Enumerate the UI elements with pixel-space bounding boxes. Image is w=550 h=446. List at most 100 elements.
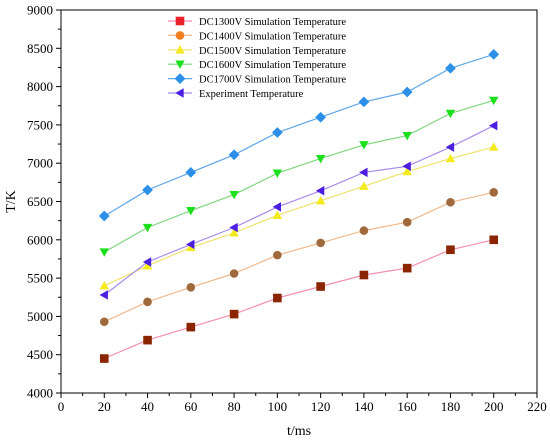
legend-label-2: DC1500V Simulation Temperature [199,46,346,57]
data-point-2-1 [142,261,153,270]
y-tick-label-2: 5000 [27,309,53,324]
data-point-4-0 [98,210,110,222]
legend-label-0: DC1300V Simulation Temperature [199,17,346,28]
data-point-3-3 [229,190,239,200]
y-axis-title: T/K [4,190,19,213]
data-point-4-7 [401,86,413,98]
x-tick-label-2: 40 [141,399,154,414]
data-point-2-8 [445,153,456,163]
data-point-0-9 [489,235,499,245]
y-tick-label-5: 6500 [27,194,53,209]
y-tick-label-10: 9000 [27,3,53,18]
data-point-3-4 [272,169,283,178]
y-tick-label-0: 4000 [27,386,53,401]
data-point-2-9 [488,142,499,151]
data-point-3-5 [315,154,326,164]
y-tick-label-8: 8000 [27,79,53,94]
data-point-4-3 [228,149,240,161]
data-point-0-5 [316,282,325,291]
data-point-0-2 [186,322,196,332]
x-tick-label-7: 140 [354,399,374,414]
data-point-5-7 [402,161,411,171]
data-point-2-6 [359,181,369,190]
data-point-1-8 [446,197,455,207]
x-tick-label-4: 80 [228,399,241,414]
legend: DC1300V Simulation Temperature DC1400V Si… [168,16,346,100]
y-tick-label-7: 7500 [27,117,53,132]
y-tick-label-1: 4500 [27,347,53,362]
data-point-1-9 [489,188,499,197]
data-point-0-1 [143,335,152,345]
data-point-1-2 [186,282,196,292]
data-point-1-6 [359,226,369,235]
y-tick-label-4: 6000 [27,232,53,247]
data-point-3-7 [402,131,412,141]
data-point-3-6 [359,141,369,150]
data-point-1-5 [316,238,325,248]
legend-marker-4 [174,73,186,84]
data-point-3-0 [99,248,110,257]
data-point-5-1 [142,257,152,267]
data-point-0-3 [229,309,239,319]
x-tick-label-10: 200 [484,399,504,414]
data-point-0-7 [402,263,412,273]
data-point-5-0 [99,290,108,300]
y-tick-label-6: 7000 [27,156,53,171]
data-point-4-9 [488,49,500,60]
data-point-5-6 [359,167,368,178]
x-tick-label-8: 160 [397,399,417,414]
data-point-5-3 [229,222,238,233]
data-point-1-0 [99,317,109,327]
legend-marker-2 [175,45,185,54]
data-point-1-7 [402,217,412,227]
x-axis-title: t/ms [287,424,311,439]
data-point-1-4 [273,250,282,260]
x-tick-label-11: 220 [527,399,547,414]
data-point-3-8 [445,109,456,119]
y-tick-label-9: 8500 [27,41,53,56]
axes: 0 20 40 60 80 100 120 140 160 180 200 220 4000 4500 50… [4,3,547,440]
x-tick-label-3: 60 [184,399,197,414]
data-point-3-9 [488,96,499,106]
data-point-4-5 [315,111,327,123]
data-point-0-6 [359,270,369,280]
data-point-5-5 [315,186,325,196]
data-point-4-6 [358,96,370,108]
data-point-4-4 [271,127,283,138]
data-point-0-4 [273,293,282,303]
data-point-5-2 [186,239,195,250]
data-point-5-4 [272,202,282,212]
series-line-4 [103,53,494,217]
legend-label-1: DC1400V Simulation Temperature [199,31,346,42]
series-line-0 [104,239,494,360]
data-point-3-2 [186,207,196,216]
series-line-3 [104,99,494,253]
x-tick-label-0: 0 [58,399,65,414]
data-point-2-7 [402,166,412,176]
data-point-2-3 [229,228,239,237]
data-point-4-8 [445,62,456,74]
data-point-2-0 [99,281,110,290]
legend-marker-1 [175,31,185,40]
legend-label-4: DC1700V Simulation Temperature [199,75,346,86]
x-tick-label-6: 120 [311,399,331,414]
data-point-5-8 [445,142,455,152]
x-tick-label-9: 180 [441,399,461,414]
series-line-1 [104,191,494,323]
data-point-1-1 [143,297,152,307]
legend-marker-5 [175,88,184,98]
x-tick-label-1: 20 [98,399,111,414]
x-tick-label-5: 100 [268,399,288,414]
legend-label-3: DC1600V Simulation Temperature [199,60,346,71]
series-line-2 [104,146,494,287]
data-point-4-1 [142,184,153,196]
data-point-4-2 [185,167,197,178]
data-point-3-1 [142,223,153,233]
data-point-5-9 [488,120,498,131]
data-point-2-5 [315,196,326,205]
y-tick-label-3: 5500 [27,271,53,286]
data-point-0-8 [446,245,455,255]
legend-label-5: Experiment Temperature [199,89,304,100]
